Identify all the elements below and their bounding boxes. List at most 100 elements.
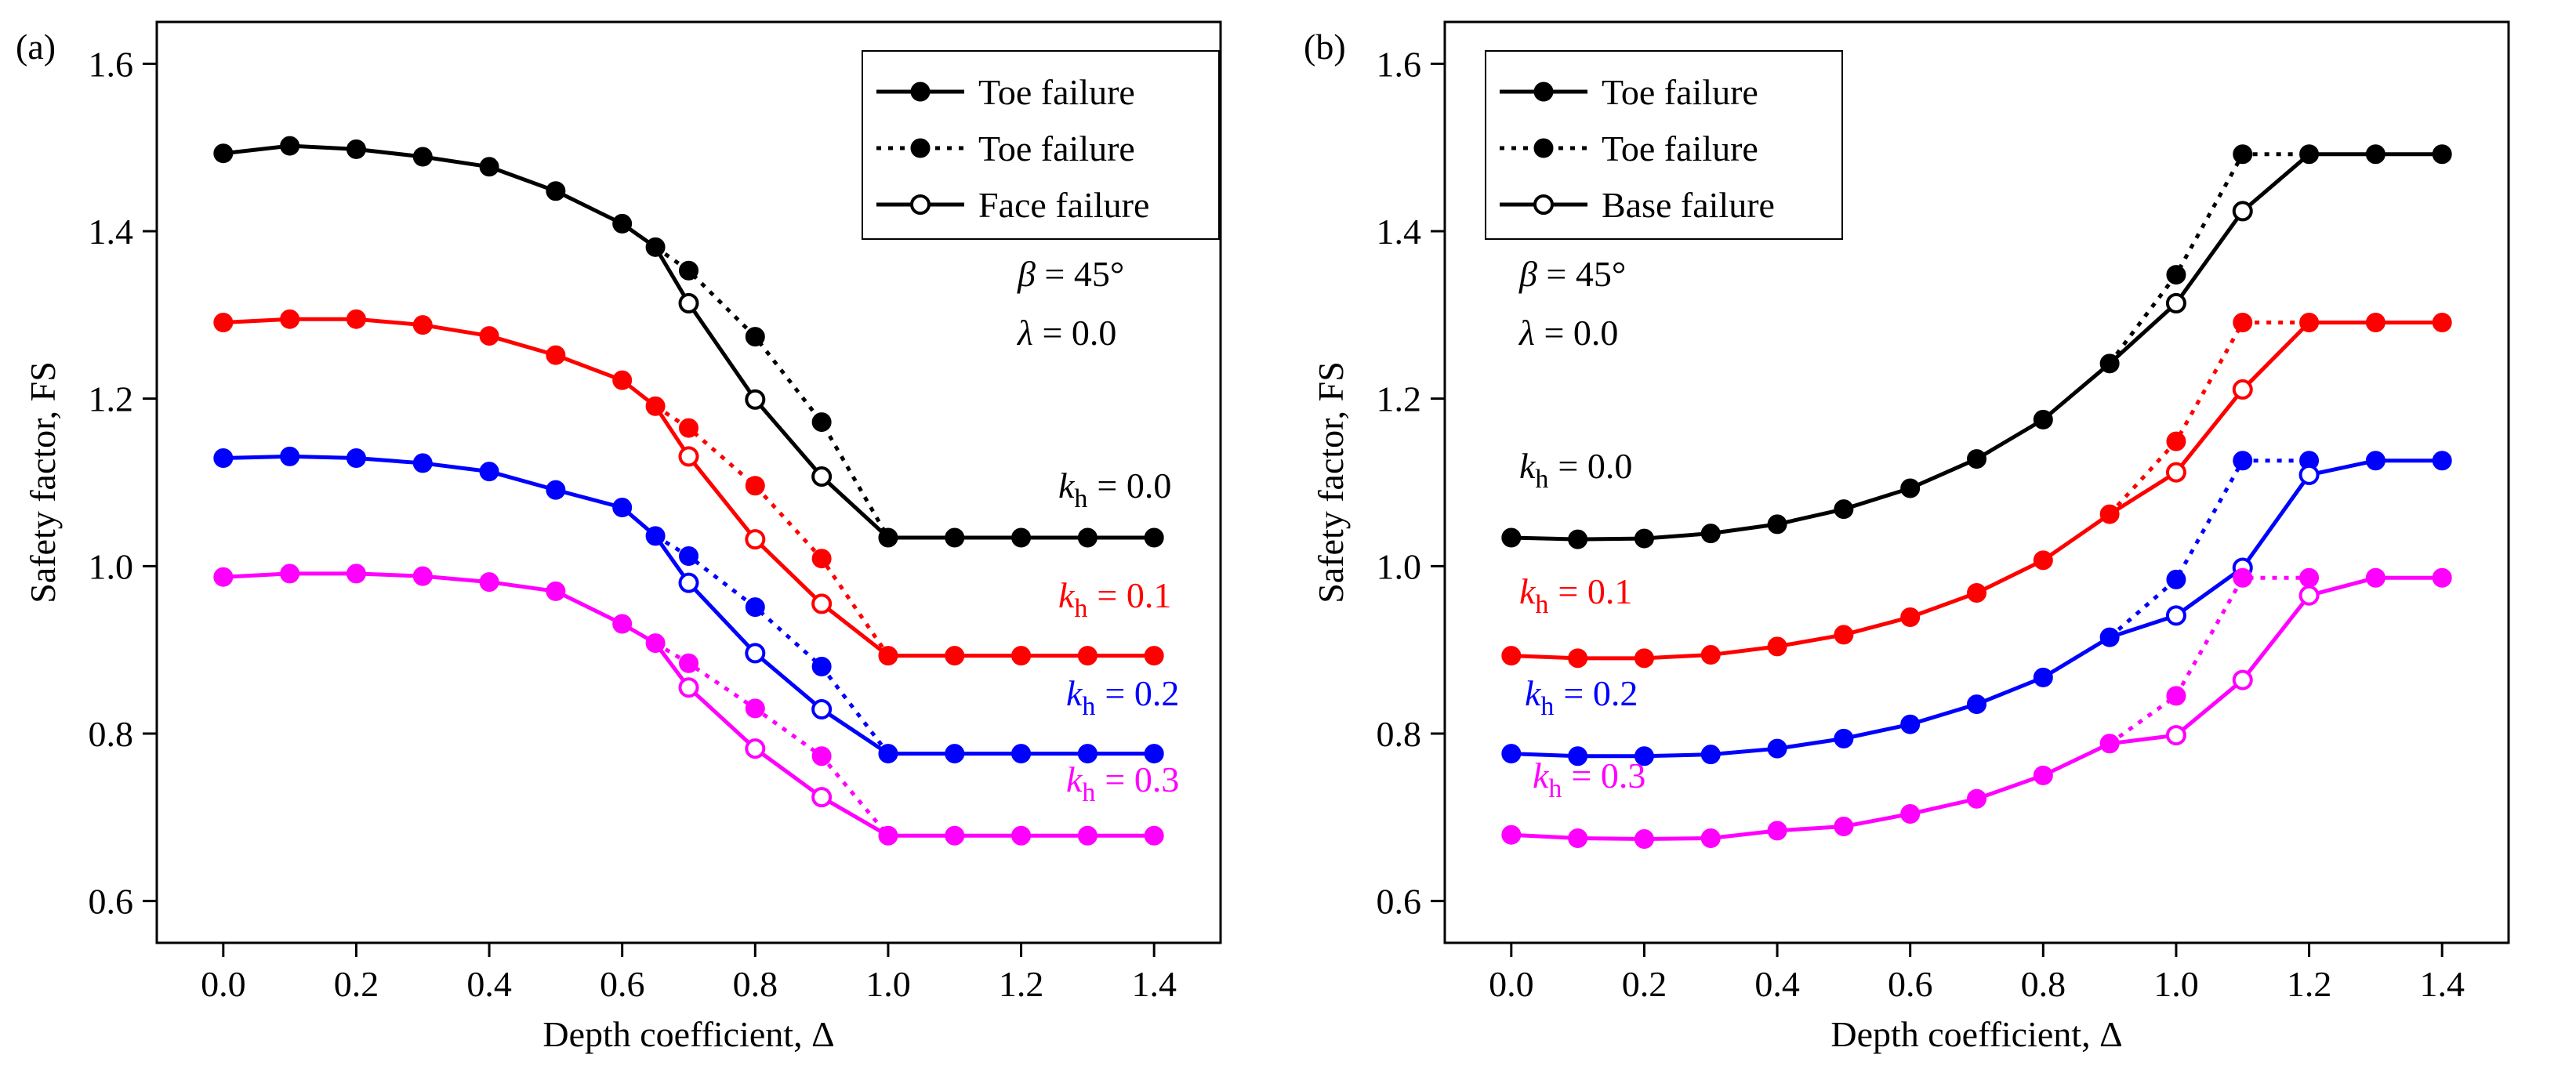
legend-label: Base failure	[1602, 185, 1775, 225]
legend: Toe failure Toe failure Base failure	[1485, 50, 1843, 240]
series-label-sub: h	[1082, 778, 1095, 807]
series-label: kh = 0.2	[1066, 673, 1179, 721]
y-tick-label: 1.2	[89, 379, 134, 419]
data-point	[2233, 144, 2253, 165]
data-point	[479, 462, 499, 482]
data-point	[2298, 464, 2320, 485]
data-point	[2099, 627, 2120, 647]
data-point	[1144, 744, 1164, 764]
x-tick-label: 1.2	[999, 964, 1044, 1004]
data-point	[2033, 667, 2053, 687]
data-point	[811, 466, 833, 487]
legend: Toe failure Toe failure Face failure	[862, 50, 1220, 240]
series-label: kh = 0.2	[1525, 673, 1638, 721]
series-label-k: k	[1519, 571, 1537, 611]
data-point	[1900, 804, 1921, 824]
series-dotted-line	[2108, 152, 2309, 365]
y-tick-label: 1.2	[1377, 379, 1422, 419]
series-label-value: = 0.3	[1571, 756, 1645, 796]
data-point	[1967, 449, 1986, 469]
panel-label: (b)	[1304, 27, 1346, 67]
data-point	[546, 345, 566, 365]
data-point	[811, 593, 833, 614]
series-label-value: = 0.0	[1097, 466, 1171, 506]
data-point	[2165, 725, 2186, 746]
data-point	[2432, 312, 2452, 332]
legend-label: Toe failure	[1602, 72, 1758, 112]
series-line	[223, 571, 1155, 838]
series-group: kh = 0.0	[213, 136, 1171, 548]
legend-marker	[910, 138, 931, 158]
data-point	[645, 237, 666, 257]
data-point	[1967, 583, 1986, 603]
lambda-value: = 0.0	[1033, 313, 1116, 353]
series-group: kh = 0.0	[1501, 144, 2452, 549]
legend-label: Face failure	[978, 185, 1149, 225]
data-point	[811, 787, 833, 808]
data-point	[213, 312, 234, 332]
legend-marker	[910, 82, 931, 102]
data-point	[945, 744, 965, 764]
data-point	[1501, 744, 1522, 764]
data-point	[1700, 745, 1721, 765]
data-point	[280, 446, 300, 466]
data-point	[612, 614, 633, 634]
x-axis-title: Depth coefficient, Δ	[542, 1014, 834, 1054]
x-tick-label: 1.4	[2419, 964, 2465, 1004]
data-point	[213, 143, 234, 164]
lambda-annotation: λ = 0.0	[1016, 313, 1116, 353]
data-point	[1834, 499, 1854, 520]
data-point	[1634, 829, 1654, 850]
data-point	[1767, 738, 1787, 759]
series-label-value: = 0.2	[1105, 673, 1179, 713]
series-group: kh = 0.2	[213, 446, 1179, 764]
x-tick-label: 1.2	[2287, 964, 2332, 1004]
y-tick-label: 1.0	[1377, 546, 1422, 586]
data-point	[2432, 144, 2452, 165]
data-point	[1011, 646, 1032, 666]
data-point	[1568, 828, 1588, 848]
data-point	[2365, 312, 2386, 332]
data-point	[412, 315, 433, 335]
series-label-k: k	[1058, 466, 1076, 506]
y-axis-title: Safety factor, FS	[1311, 361, 1351, 603]
y-tick-label: 1.6	[89, 44, 134, 84]
data-point	[745, 738, 766, 759]
data-point	[2432, 567, 2452, 588]
data-point	[678, 677, 699, 698]
data-point	[679, 260, 698, 281]
y-tick-label: 1.6	[1377, 44, 1422, 84]
y-tick-label: 0.8	[1377, 714, 1422, 754]
x-tick-label: 0.4	[1754, 964, 1800, 1004]
y-tick-label: 0.8	[89, 714, 134, 754]
data-point	[878, 527, 898, 548]
series-line	[1511, 320, 2443, 661]
data-point	[280, 136, 300, 156]
data-point	[2365, 144, 2386, 165]
data-point	[2165, 605, 2186, 626]
series-label-k: k	[1525, 673, 1542, 713]
data-point	[2432, 451, 2452, 471]
data-point	[280, 564, 300, 584]
data-point	[678, 572, 699, 593]
data-point	[2233, 451, 2253, 471]
x-axis-title: Depth coefficient, Δ	[1830, 1014, 2122, 1054]
data-point	[1700, 828, 1721, 848]
x-tick-label: 0.0	[201, 964, 246, 1004]
data-point	[811, 698, 833, 719]
lambda-symbol: λ	[1016, 313, 1033, 353]
data-point	[811, 657, 832, 676]
y-tick-label: 0.6	[1377, 882, 1422, 922]
data-point	[1634, 648, 1654, 669]
series-line	[223, 143, 1155, 540]
data-point	[1077, 825, 1098, 846]
beta-symbol: β	[1017, 254, 1036, 294]
legend-marker	[1533, 82, 1554, 102]
data-point	[546, 480, 566, 500]
x-tick-label: 1.4	[1131, 964, 1177, 1004]
data-point	[1011, 527, 1032, 548]
data-point	[678, 446, 699, 467]
series-line	[223, 317, 1155, 658]
x-tick-label: 0.6	[1888, 964, 1933, 1004]
x-tick-label: 0.2	[1622, 964, 1667, 1004]
